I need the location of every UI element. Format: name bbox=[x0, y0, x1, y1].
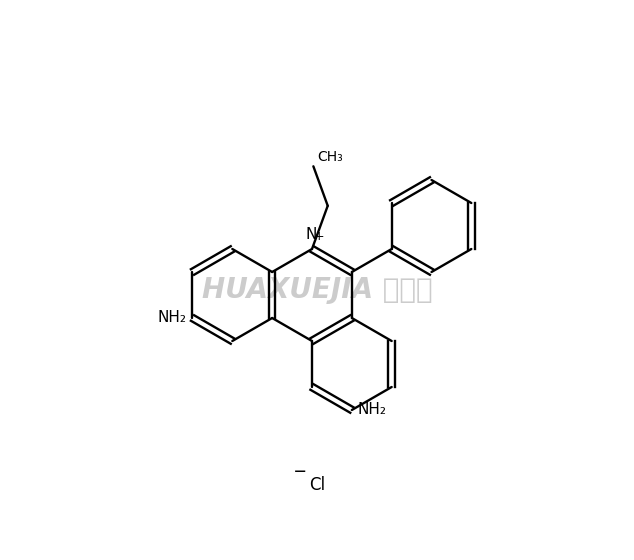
Text: Cl: Cl bbox=[309, 476, 325, 494]
Text: NH₂: NH₂ bbox=[157, 310, 186, 325]
Text: N: N bbox=[306, 227, 317, 242]
Text: NH₂: NH₂ bbox=[358, 403, 387, 418]
Text: HUAXUEJIA 化学加: HUAXUEJIA 化学加 bbox=[202, 276, 432, 304]
Text: +: + bbox=[314, 231, 325, 244]
Text: CH₃: CH₃ bbox=[318, 150, 343, 164]
